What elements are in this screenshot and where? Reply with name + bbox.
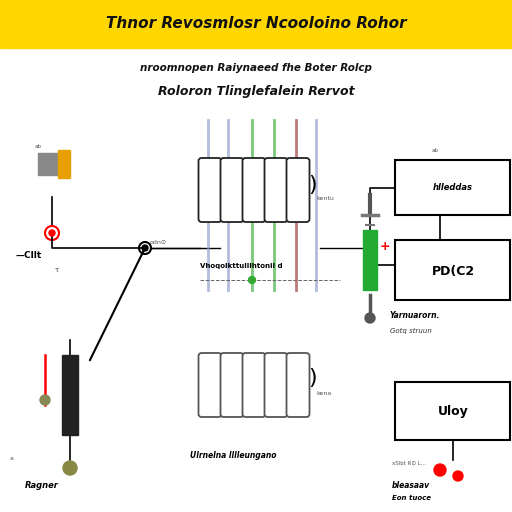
Text: Gotq struun: Gotq struun [390,328,432,334]
Bar [395,382,510,440]
FancyBboxPatch shape [243,158,266,222]
Bar [395,240,510,300]
Bar [62,355,78,435]
Text: bleasaav: bleasaav [392,481,430,490]
Text: Thnor Revosmlosr Ncooloino Rohor: Thnor Revosmlosr Ncooloino Rohor [105,16,407,32]
Text: ): ) [308,368,316,388]
FancyBboxPatch shape [221,158,244,222]
FancyBboxPatch shape [199,353,222,417]
Text: nroomnopen Raiynaeed fhe Boter Rolcp: nroomnopen Raiynaeed fhe Boter Rolcp [140,63,372,73]
FancyBboxPatch shape [265,158,288,222]
Text: Uloy: Uloy [438,406,468,418]
Bar [395,160,510,215]
FancyBboxPatch shape [221,353,244,417]
Circle shape [453,471,463,481]
Text: Vhoqolkttulllhtonil d: Vhoqolkttulllhtonil d [200,263,283,269]
Text: +: + [380,240,391,253]
Text: 7: 7 [468,421,474,430]
Text: PD(C2: PD(C2 [432,266,475,279]
Bar [38,153,68,175]
Text: ab: ab [35,144,42,149]
Text: ab: ab [432,148,439,153]
Text: a: a [10,456,14,461]
Circle shape [63,461,77,475]
Text: xSlbt R⊙ L...: xSlbt R⊙ L... [392,461,426,466]
Text: Ragner: Ragner [25,481,59,490]
Text: Eon tuoce: Eon tuoce [392,495,431,501]
Text: Ulrnelna lllleungano: Ulrnelna lllleungano [190,451,276,460]
Bar [58,150,70,178]
Text: kentu: kentu [316,196,334,201]
Text: —Cllt: —Cllt [15,251,41,260]
Circle shape [434,464,446,476]
Circle shape [248,276,255,284]
Text: kena: kena [316,391,331,396]
Circle shape [49,230,55,236]
Text: τ: τ [55,267,59,273]
Text: Roloron Tlinglefalein Rervot: Roloron Tlinglefalein Rervot [158,86,354,98]
Text: ): ) [308,175,316,195]
Circle shape [142,245,148,251]
FancyBboxPatch shape [287,353,309,417]
FancyBboxPatch shape [265,353,288,417]
Text: odn⊙: odn⊙ [150,240,167,245]
Circle shape [365,313,375,323]
FancyBboxPatch shape [287,158,309,222]
Bar [363,230,377,290]
Circle shape [40,395,50,405]
Text: Yarnuarorn.: Yarnuarorn. [390,311,440,320]
FancyBboxPatch shape [243,353,266,417]
Bar [0,0,512,48]
FancyBboxPatch shape [199,158,222,222]
Text: hlleddas: hlleddas [433,183,473,193]
